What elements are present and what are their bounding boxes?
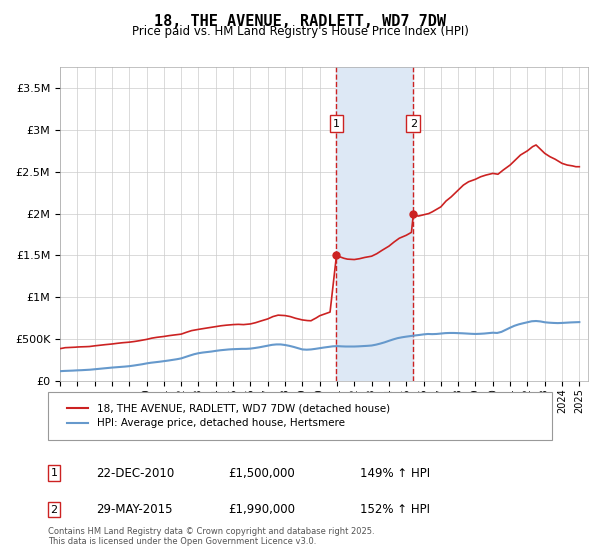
FancyBboxPatch shape (48, 392, 552, 440)
Text: 149% ↑ HPI: 149% ↑ HPI (360, 466, 430, 480)
Text: Contains HM Land Registry data © Crown copyright and database right 2025.
This d: Contains HM Land Registry data © Crown c… (48, 526, 374, 546)
Text: 29-MAY-2015: 29-MAY-2015 (96, 503, 173, 516)
Text: 152% ↑ HPI: 152% ↑ HPI (360, 503, 430, 516)
Text: 1: 1 (333, 119, 340, 129)
Legend: 18, THE AVENUE, RADLETT, WD7 7DW (detached house), HPI: Average price, detached : 18, THE AVENUE, RADLETT, WD7 7DW (detach… (63, 399, 394, 432)
Bar (337, 67, 413, 381)
Text: 2: 2 (50, 505, 58, 515)
Text: Price paid vs. HM Land Registry's House Price Index (HPI): Price paid vs. HM Land Registry's House … (131, 25, 469, 38)
Text: 1: 1 (50, 468, 58, 478)
Text: £1,500,000: £1,500,000 (228, 466, 295, 480)
Text: 2: 2 (410, 119, 417, 129)
Text: 22-DEC-2010: 22-DEC-2010 (96, 466, 174, 480)
Text: £1,990,000: £1,990,000 (228, 503, 295, 516)
Text: 18, THE AVENUE, RADLETT, WD7 7DW: 18, THE AVENUE, RADLETT, WD7 7DW (154, 14, 446, 29)
